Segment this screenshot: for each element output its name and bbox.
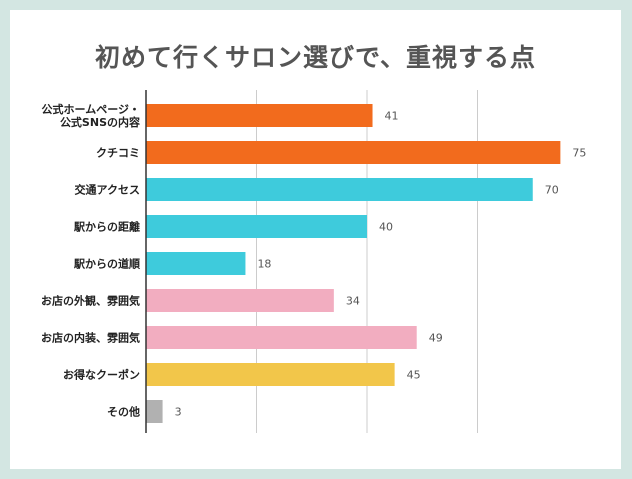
data-label: 75 [572,147,586,160]
category-label: 交通アクセス [75,183,140,197]
data-label: 40 [379,221,393,234]
category-label: 駅からの道順 [73,257,141,271]
category-label: お店の外観、雰囲気 [41,294,140,308]
bar [146,104,373,127]
bar [146,363,395,386]
category-label: その他 [107,405,140,419]
data-label: 49 [429,332,443,345]
chart-title: 初めて行くサロン選びで、重視する点 [94,43,536,72]
bar-chart: 41 公式ホームページ・公式SNSの内容 75 クチコミ 70 交通アクセス 40 駅からの距… [41,90,586,433]
category-label: 駅からの距離 [73,220,140,234]
category-label: 公式SNSの内容 [60,115,140,129]
category-label: お得なクーポン [63,368,140,382]
data-label: 34 [346,295,360,308]
category-label: クチコミ [96,147,140,160]
bar [146,178,533,201]
bar [146,252,246,275]
chart-card: 初めて行くサロン選びで、重視する点 41 公式ホームページ・ 公式SNSの内容 75 ク… [10,10,621,469]
bar [146,215,367,238]
data-label: 70 [545,184,559,197]
data-label: 18 [257,258,271,271]
data-label: 3 [175,406,182,419]
category-label: 公式ホームページ・ [42,102,140,116]
category-label: お店の内装、雰囲気 [41,331,140,345]
data-label: 41 [385,110,399,123]
data-label: 45 [407,369,421,382]
bar [146,141,561,164]
bar [146,400,163,423]
bar [146,326,417,349]
bar [146,289,334,312]
